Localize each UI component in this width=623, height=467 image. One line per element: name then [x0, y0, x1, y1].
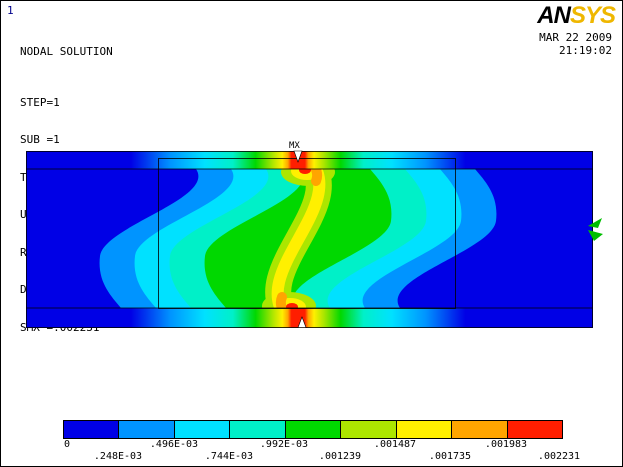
legend-segment: [64, 421, 120, 438]
max-displacement-marker: MX: [289, 141, 300, 151]
sleeve-outline: [158, 158, 456, 309]
legend-tick-label: .001239: [318, 451, 362, 462]
geometry-outlines: [26, 151, 593, 328]
top-sleeve-strip: [26, 151, 593, 169]
legend-tick-label: .001487: [373, 439, 417, 450]
legend-bar: [63, 420, 563, 439]
legend-segment: [174, 421, 231, 438]
time-label: 21:19:02: [559, 43, 612, 57]
legend-tick-label: .001983: [484, 439, 528, 450]
legend-tick-label: .001735: [428, 451, 472, 462]
legend-segment: [230, 421, 286, 438]
solution-info-line: SUB =1: [20, 133, 60, 146]
legend-tick-label: 0: [63, 439, 71, 450]
header-title: NODAL SOLUTION: [20, 45, 113, 58]
legend-segment: [396, 421, 453, 438]
ansys-logo: ANSYS: [537, 2, 616, 30]
plot-number: 1: [7, 4, 14, 17]
legend-tick-label: .992E-03: [259, 439, 309, 450]
legend-segment: [507, 421, 562, 438]
legend-segment: [452, 421, 508, 438]
legend-tick-label: .002231: [537, 451, 581, 462]
legend-segment: [119, 421, 175, 438]
top-gap-notch: [293, 150, 303, 163]
ansys-logo-an: AN: [537, 2, 571, 29]
solution-info-line: STEP=1: [20, 95, 60, 109]
legend-tick-label: .744E-03: [204, 451, 254, 462]
pipe-midsection-contours: [26, 169, 593, 308]
bottom-sleeve-strip: [26, 308, 593, 328]
legend-tick-label: .248E-03: [93, 451, 143, 462]
legend-segment: [285, 421, 342, 438]
legend-tick-label: .496E-03: [149, 439, 199, 450]
date-label: MAR 22 2009: [539, 31, 612, 44]
ansys-logo-sys: SYS: [569, 2, 616, 29]
bottom-gap-notch: [297, 316, 307, 328]
date-time-stamp: MAR 22 2009 21:19:02: [539, 31, 612, 57]
legend-segment: [341, 421, 397, 438]
coordinate-triad-icon: [588, 218, 603, 241]
contour-plot: MX: [26, 141, 593, 328]
